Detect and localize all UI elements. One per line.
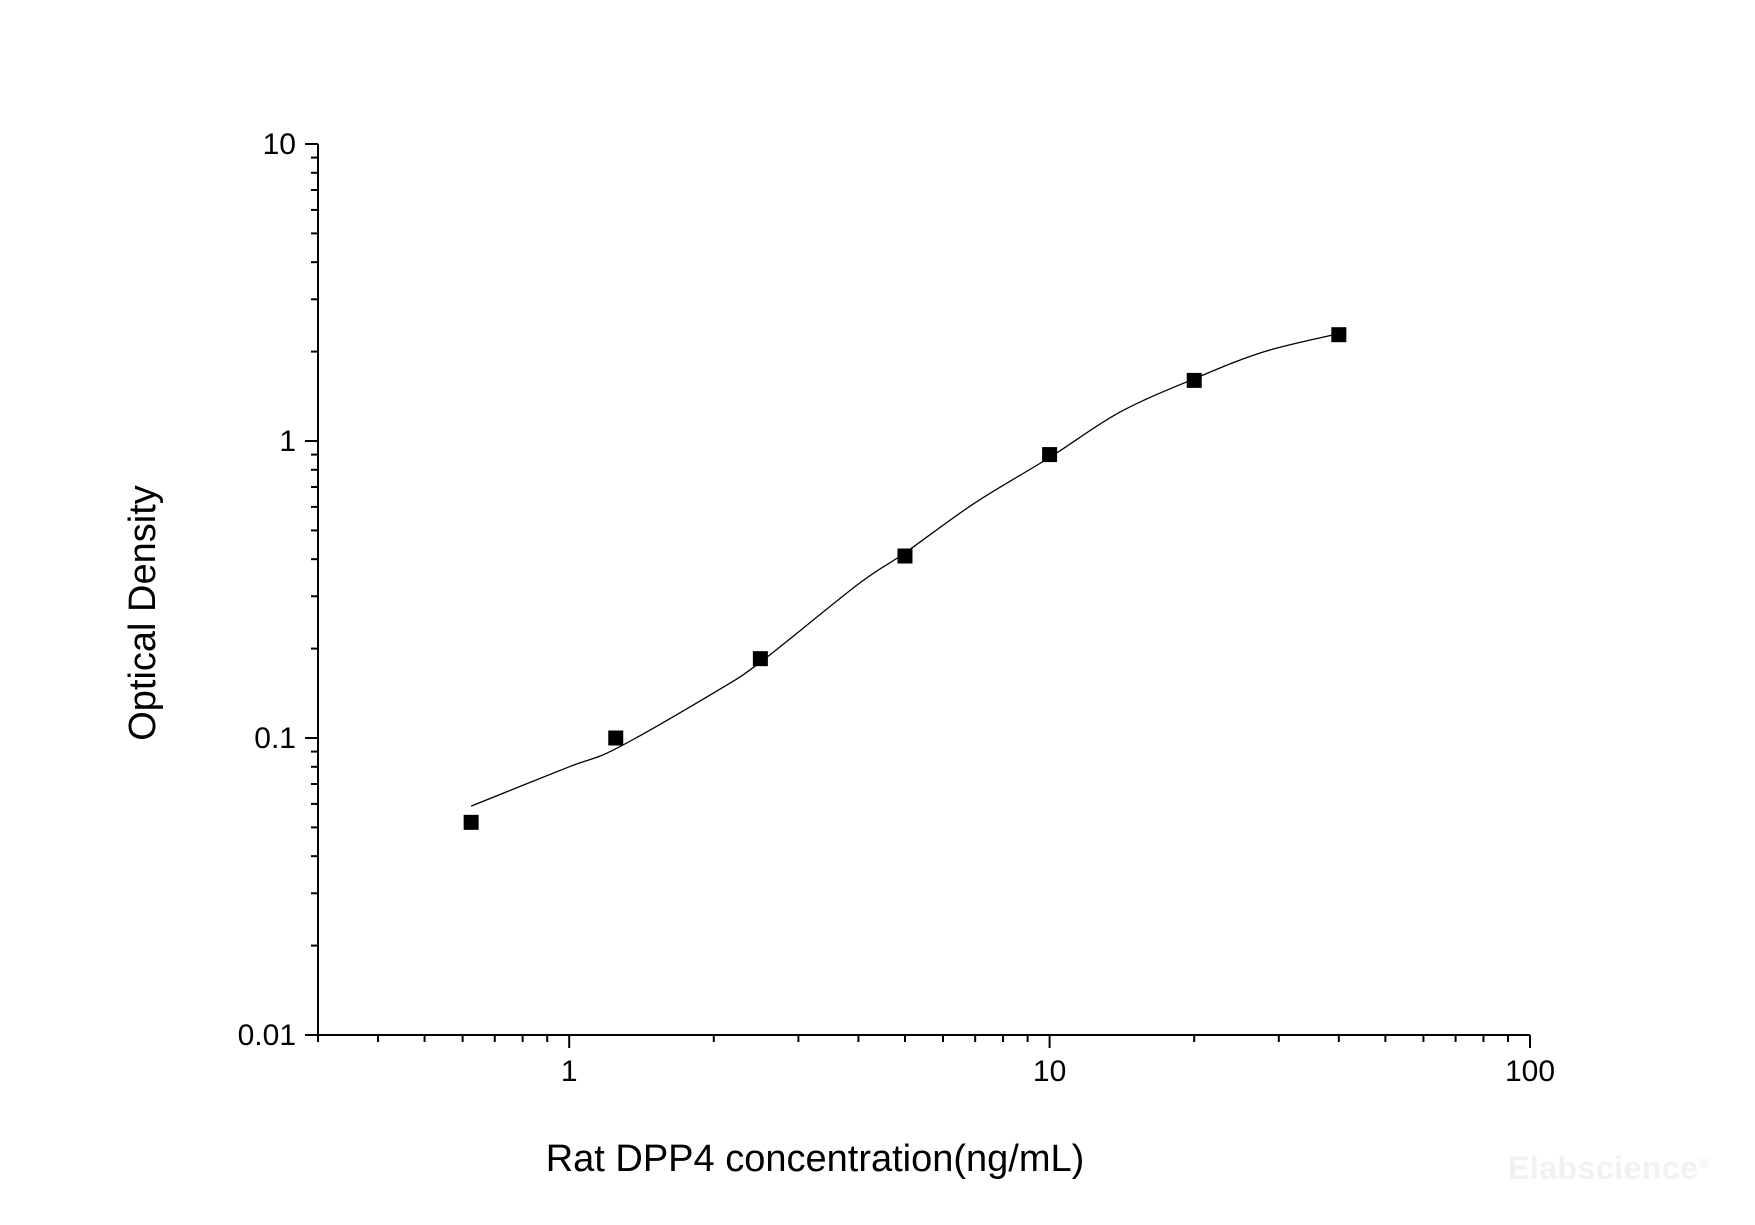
data-point bbox=[1331, 327, 1347, 343]
fit-curve bbox=[470, 332, 1339, 807]
plot-area: 1 10 100 0.01 0.1 1 10 bbox=[238, 128, 1555, 1088]
data-point bbox=[1042, 447, 1058, 463]
watermark-text: Elabscience bbox=[1508, 1150, 1699, 1186]
y-axis-tick-labels: 0.01 0.1 1 10 bbox=[238, 128, 296, 1052]
y-axis-title: Optical Density bbox=[122, 485, 164, 741]
y-tick-label: 0.01 bbox=[238, 1019, 296, 1052]
y-tick-label: 10 bbox=[263, 128, 296, 161]
data-point bbox=[1186, 372, 1202, 388]
data-point bbox=[608, 730, 624, 746]
data-point bbox=[752, 651, 768, 667]
x-tick-label: 1 bbox=[561, 1055, 578, 1088]
data-point bbox=[897, 548, 913, 564]
y-tick-label: 0.1 bbox=[254, 722, 296, 755]
y-axis-ticks bbox=[305, 143, 318, 1036]
x-tick-label: 10 bbox=[1033, 1055, 1066, 1088]
x-axis-tick-labels: 1 10 100 bbox=[561, 1055, 1555, 1088]
data-points bbox=[463, 327, 1347, 830]
x-axis-ticks bbox=[317, 1035, 1531, 1048]
y-tick-label: 1 bbox=[279, 425, 296, 458]
x-tick-label: 100 bbox=[1505, 1055, 1555, 1088]
watermark-logo: Elabscience® bbox=[1508, 1150, 1709, 1187]
watermark-mark: ® bbox=[1698, 1154, 1710, 1171]
x-axis-title: Rat DPP4 concentration(ng/mL) bbox=[546, 1138, 1085, 1180]
data-point bbox=[463, 814, 479, 830]
